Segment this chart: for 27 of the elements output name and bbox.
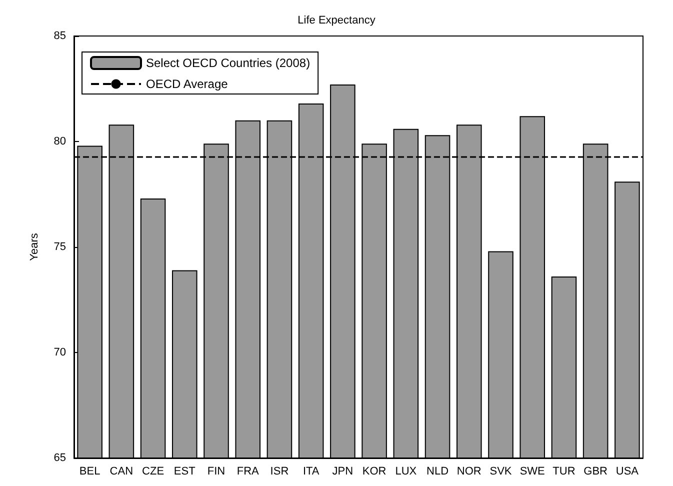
x-tick-label: ITA xyxy=(302,466,320,478)
x-tick-label: ISR xyxy=(270,466,289,478)
y-axis-title: Years xyxy=(28,232,40,261)
y-tick-label: 75 xyxy=(54,241,66,253)
y-tick-label: 65 xyxy=(54,452,66,464)
x-tick-label: NLD xyxy=(426,466,449,478)
x-tick-label: CAN xyxy=(110,466,134,478)
y-tick-label: 70 xyxy=(54,346,66,358)
x-tick-label: KOR xyxy=(362,466,386,478)
x-tick-label: TUR xyxy=(552,466,576,478)
x-tick-label: JPN xyxy=(332,466,354,478)
x-tick-label: GBR xyxy=(584,466,608,478)
x-tick-label: FRA xyxy=(236,466,260,478)
chart-title: Life Expectancy xyxy=(298,14,376,26)
y-tick-label: 80 xyxy=(54,136,66,148)
legend-label: OECD Average xyxy=(146,77,228,91)
x-tick-label: USA xyxy=(616,466,640,478)
x-tick-label: EST xyxy=(174,466,196,478)
x-tick-label: LUX xyxy=(395,466,418,478)
x-tick-label: SVK xyxy=(490,466,512,478)
x-tick-label: FIN xyxy=(207,466,226,478)
x-tick-label: CZE xyxy=(142,466,164,478)
x-tick-label: SWE xyxy=(520,466,545,478)
x-tick-label: NOR xyxy=(456,466,482,478)
legend-label: Select OECD Countries (2008) xyxy=(146,56,310,70)
x-tick-label: BEL xyxy=(79,466,100,478)
y-tick-label: 85 xyxy=(54,30,66,42)
